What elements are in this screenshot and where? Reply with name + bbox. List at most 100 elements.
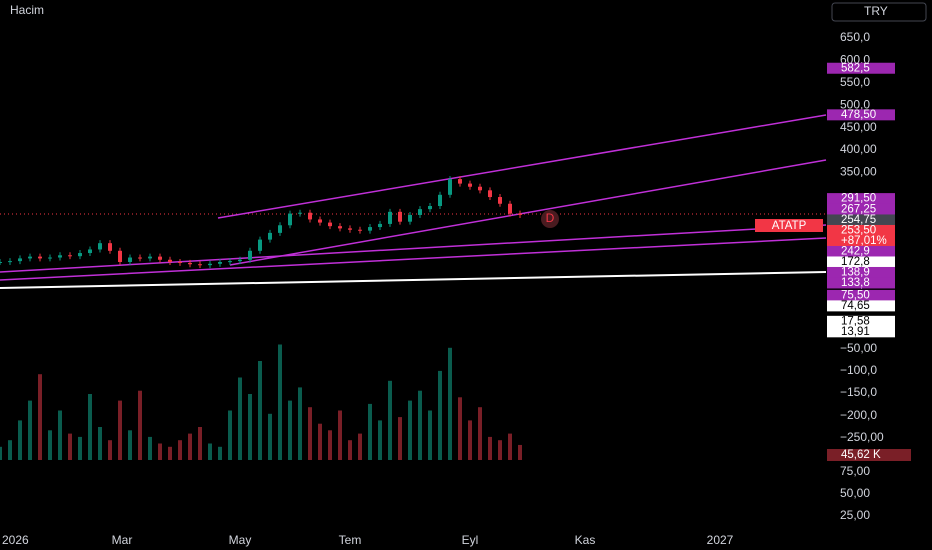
candle [18,258,22,262]
candle [498,197,502,204]
volume-bar [288,400,292,460]
currency-label[interactable]: TRY [864,4,888,18]
trend-line [0,237,827,281]
time-tick-label: Kas [575,533,596,547]
volume-bar [28,400,32,460]
volume-bar [48,430,52,460]
volume-bar [318,423,322,460]
symbol-tag [755,219,823,232]
volume-bar [468,420,472,460]
candle [0,262,2,263]
volume-bar [388,380,392,460]
marker-label[interactable]: D [546,211,555,225]
currency-button[interactable] [831,2,927,22]
price-tag [827,245,895,257]
volume-bar [158,443,162,460]
volume-bar [498,440,502,460]
candle [398,211,402,222]
price-tag [827,203,895,215]
candle [188,262,192,265]
candle [268,232,272,240]
volume-bar [508,433,512,460]
marker-badge[interactable] [541,210,559,228]
candle [428,206,432,210]
volume-bar [178,440,182,460]
change-tag [827,235,895,247]
candle [28,256,32,259]
candle [208,263,212,266]
candle [368,227,372,231]
time-tick-label: Eyl [462,533,479,547]
candle [438,194,442,206]
candle [148,256,152,259]
volume-bar [218,446,222,460]
price-tag-label: 133,8 [841,277,870,289]
price-tick-label: 450,00 [840,120,877,134]
volume-bar [248,394,252,460]
candle [238,259,242,262]
price-tag-label: 267,25 [841,204,876,216]
volume-bar [78,436,82,460]
volume-bar [88,394,92,460]
price-tag-label: 17,58 [841,315,870,327]
price-tag [827,326,895,338]
candle [158,256,162,260]
candle [118,250,122,262]
candle [358,229,362,231]
volume-tick-label: −150,0 [840,385,877,399]
trend-line [217,114,827,219]
volume-tick-label: −200,0 [840,408,877,422]
candle [518,213,522,215]
price-tag-label: 253,50 [841,225,876,237]
time-tick-label: May [229,533,252,547]
volume-bar [378,420,382,460]
price-tick-label: 500,0 [840,97,870,111]
indicator-label: Hacim [10,3,44,17]
volume-bar [448,347,452,460]
volume-bar [208,443,212,460]
price-tag [827,109,895,121]
volume-bar [38,374,42,460]
price-tag [827,300,895,312]
price-tag-label: 75,50 [841,289,870,301]
candle [338,226,342,229]
volume-bar [68,433,72,460]
volume-bar [368,403,372,460]
candle [78,253,82,257]
volume-bar [338,410,342,460]
price-tag [827,315,895,327]
candle [318,219,322,223]
volume-bar [308,407,312,460]
price-tag-label: 242,9 [841,246,870,258]
candle [8,261,12,263]
price-tag [827,256,895,268]
price-tick-label: 350,00 [840,165,877,179]
volume-tag [827,449,911,461]
candle [288,213,292,226]
price-tag [827,193,895,205]
volume-bar [188,433,192,460]
volume-bar [358,433,362,460]
volume-bar [108,440,112,460]
time-tick-label: 2027 [707,533,734,547]
volume-tick-label: −100,0 [840,363,877,377]
candle [248,250,252,260]
support-line [0,271,827,289]
volume-tick-label: 75,00 [840,464,870,478]
price-tag [827,277,895,289]
volume-bar [348,440,352,460]
candle [38,256,42,259]
volume-bar [98,427,102,460]
candle [108,243,112,251]
volume-bar [258,361,262,460]
volume-bar [278,344,282,460]
price-tag-label: 582,5 [841,62,870,74]
price-tag-label: 254,75 [841,214,876,226]
candle [98,243,102,250]
candle [178,262,182,263]
price-tick-label: 650,0 [840,30,870,44]
volume-bar [58,410,62,460]
candle [468,183,472,187]
volume-bar [268,413,272,460]
